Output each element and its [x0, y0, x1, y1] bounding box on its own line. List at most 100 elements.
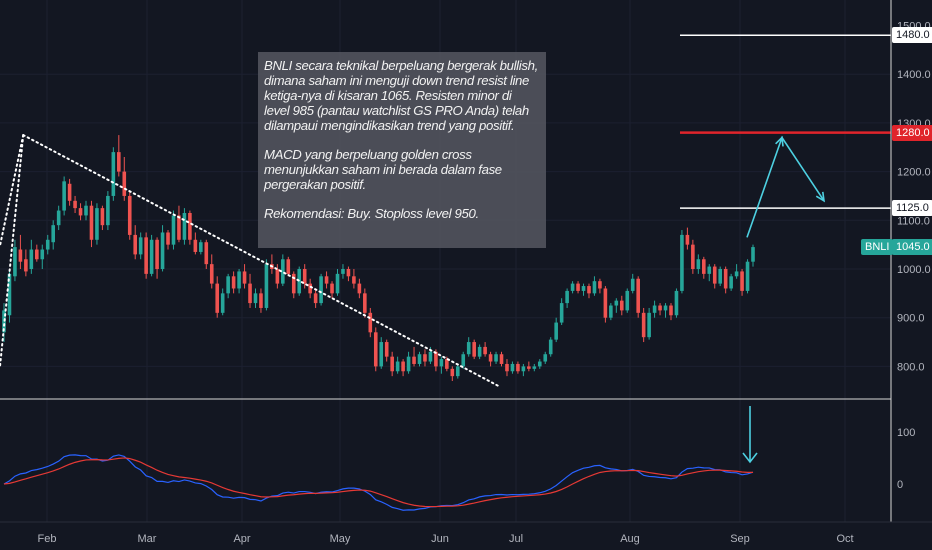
- candle-body: [379, 342, 384, 367]
- candle-body: [565, 290, 569, 304]
- candle-body: [630, 278, 635, 291]
- candle-body: [166, 232, 170, 245]
- candle-body: [718, 269, 722, 284]
- candle-body: [275, 269, 280, 284]
- candle-body: [537, 361, 542, 367]
- candle-body: [483, 346, 487, 355]
- candle-body: [89, 205, 94, 240]
- candle-body: [193, 239, 198, 252]
- candle-body: [100, 208, 105, 226]
- candle-body: [259, 293, 263, 308]
- candle-body: [439, 359, 444, 367]
- trend-line: [0, 134, 25, 247]
- candle-body: [127, 195, 132, 235]
- candle-body: [341, 269, 345, 274]
- candle-body: [188, 212, 192, 240]
- candle-body: [84, 205, 88, 216]
- candle-body: [680, 234, 684, 291]
- candle-body: [570, 283, 575, 291]
- candle-body: [516, 363, 520, 372]
- candle-body: [291, 273, 296, 294]
- candle-body: [472, 342, 476, 357]
- candle-body: [264, 264, 269, 308]
- candle-body: [477, 346, 482, 357]
- candle-body: [111, 152, 116, 196]
- candle-body: [450, 368, 455, 377]
- candle-body: [712, 266, 717, 284]
- candle-body: [691, 244, 695, 269]
- candle-body: [395, 361, 400, 372]
- candlestick-series: [2, 135, 755, 382]
- candle-body: [253, 293, 258, 304]
- time-tick-label: Jul: [509, 533, 523, 545]
- candle-body: [13, 247, 17, 277]
- candle-body: [751, 247, 755, 262]
- candle-body: [488, 354, 493, 362]
- level-price-tag: 1280.0: [892, 124, 932, 141]
- candle-body: [685, 234, 690, 245]
- candle-body: [532, 366, 537, 369]
- candle-body: [7, 273, 12, 316]
- candle-body: [29, 249, 34, 269]
- candle-body: [373, 332, 378, 367]
- candle-body: [199, 242, 203, 252]
- candle-body: [45, 239, 50, 250]
- candle-body: [117, 152, 121, 172]
- annotation-paragraph-1: BNLI secara teknikal berpeluang bergerak…: [264, 58, 538, 133]
- candle-body: [434, 351, 438, 367]
- candle-body: [401, 361, 405, 372]
- candle-body: [494, 354, 498, 362]
- time-axis: Feb Mar Apr May Jun Jul Aug Sep Oct: [0, 521, 932, 545]
- price-tick-label: 1200.0: [897, 167, 931, 179]
- candle-body: [324, 276, 329, 284]
- candle-body: [237, 271, 241, 289]
- candle-body: [598, 281, 602, 289]
- candle-body: [729, 276, 733, 289]
- last-price-tag: 1045.0: [892, 239, 932, 256]
- candle-body: [641, 312, 646, 338]
- candle-body: [226, 276, 230, 294]
- candle-body: [330, 283, 334, 294]
- candle-body: [559, 303, 564, 323]
- candle-body: [51, 225, 56, 243]
- candle-body: [346, 269, 351, 277]
- candle-body: [701, 259, 706, 274]
- candle-body: [696, 259, 701, 269]
- candle-body: [138, 237, 143, 255]
- candle-body: [428, 351, 433, 362]
- candle-body: [231, 276, 236, 289]
- candle-body: [592, 281, 597, 294]
- candle-body: [78, 208, 83, 216]
- candle-body: [56, 210, 61, 226]
- signal-line: [3, 457, 754, 508]
- candle-body: [423, 354, 427, 362]
- time-tick-label: Oct: [836, 533, 853, 545]
- candle-body: [160, 232, 165, 269]
- candle-body: [636, 278, 640, 313]
- time-tick-label: May: [330, 533, 351, 545]
- candle-body: [576, 283, 580, 291]
- candle-body: [73, 200, 77, 209]
- candle-body: [734, 271, 739, 277]
- candle-body: [40, 249, 45, 260]
- candle-body: [658, 305, 662, 311]
- annotation-paragraph-2: MACD yang berpeluang golden cross menunj…: [264, 147, 502, 192]
- candle-body: [745, 261, 750, 291]
- macd-pane: [3, 406, 758, 511]
- time-tick-label: Apr: [233, 533, 250, 545]
- candle-body: [106, 195, 110, 226]
- candle-body: [155, 239, 159, 269]
- candle-body: [286, 259, 291, 274]
- candle-body: [62, 181, 66, 211]
- price-tick-label: 1300.0: [897, 118, 931, 130]
- trend-line: [0, 134, 25, 368]
- candle-body: [368, 312, 373, 333]
- candle-body: [669, 305, 673, 316]
- candle-body: [455, 366, 460, 377]
- annotation-paragraph-3: Rekomendasi: Buy. Stoploss level 950.: [264, 206, 479, 221]
- price-tick-label: 1400.0: [897, 69, 931, 81]
- candle-body: [308, 283, 312, 294]
- candle-body: [149, 239, 154, 274]
- candle-body: [133, 234, 138, 255]
- candle-body: [663, 305, 668, 311]
